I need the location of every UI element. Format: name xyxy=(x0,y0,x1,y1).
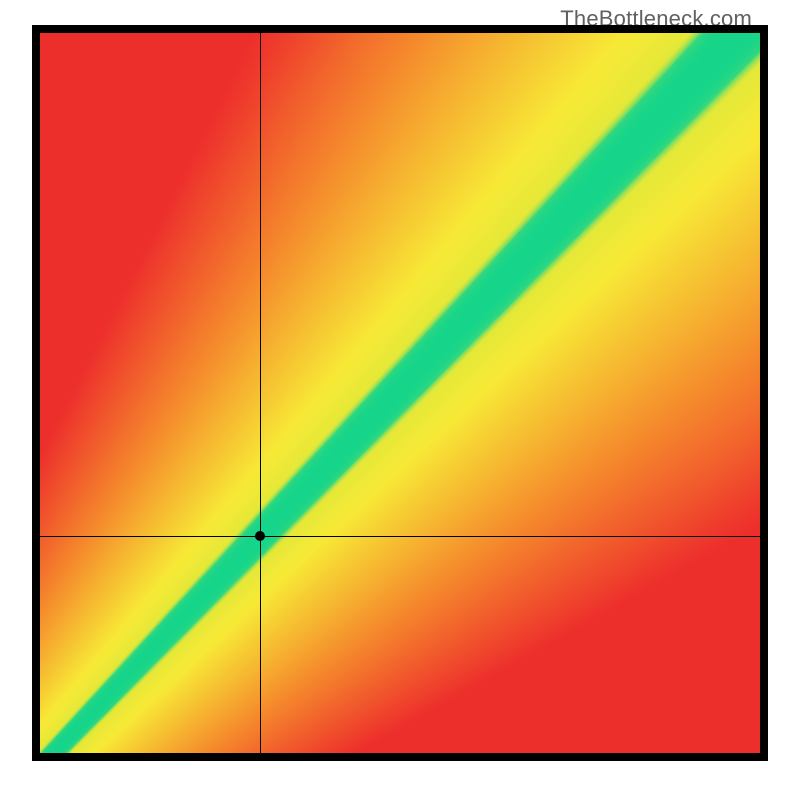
bottleneck-heatmap xyxy=(40,33,760,753)
crosshair-vertical xyxy=(260,33,261,753)
data-point-marker xyxy=(255,531,265,541)
chart-container: TheBottleneck.com xyxy=(0,0,800,800)
crosshair-horizontal xyxy=(40,536,760,537)
